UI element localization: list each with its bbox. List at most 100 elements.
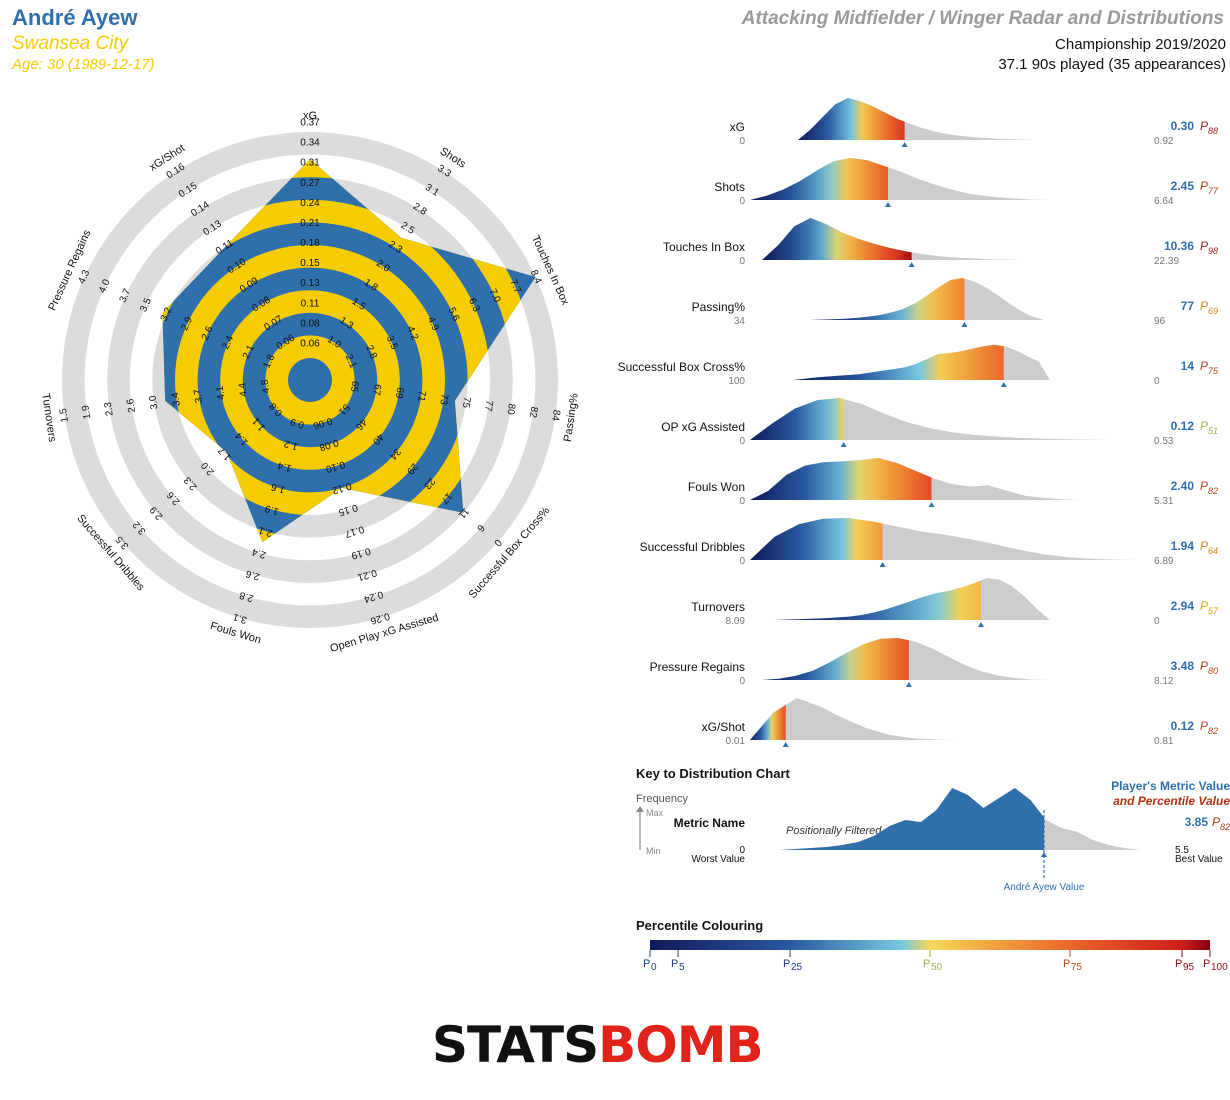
distribution-filled — [762, 218, 912, 260]
radar-tick-label: 0.08 — [318, 437, 340, 453]
distribution-value: 2.45 — [1171, 179, 1195, 193]
radar-tick-label: 0.19 — [350, 545, 372, 561]
radar-center-dot — [288, 358, 332, 402]
radar-tick-label: 0.27 — [300, 178, 320, 189]
key-max-label: Max — [646, 808, 664, 818]
radar-tick-label: 2.4 — [220, 334, 236, 352]
radar-tick-label: 2.1 — [241, 343, 257, 361]
radar-tick-label: 4.8 — [259, 378, 272, 394]
key-best-value-label: Best Value — [1175, 854, 1223, 865]
radar-tick-label: 3.1 — [231, 611, 248, 626]
distribution-max-label: 6.89 — [1154, 556, 1174, 567]
distribution-value: 0.12 — [1171, 719, 1195, 733]
distribution-marker — [908, 262, 915, 267]
distribution-max-label: 0 — [1154, 376, 1160, 387]
distribution-value: 77 — [1181, 299, 1195, 313]
distribution-min-label: 0 — [739, 676, 745, 687]
distribution-metric-label: Fouls Won — [688, 480, 745, 494]
radar-tick-label: 0.21 — [300, 218, 320, 229]
distribution-max-label: 22.39 — [1154, 256, 1179, 267]
distribution-min-label: 0 — [739, 436, 745, 447]
key-worst-value-label: Worst Value — [691, 854, 745, 865]
distribution-max-label: 6.64 — [1154, 196, 1174, 207]
distribution-percentile: 69 — [1208, 306, 1218, 316]
radar-tick-label: 3.7 — [192, 388, 205, 404]
radar-tick-label: 75 — [460, 396, 473, 409]
key-value-caption: André Ayew Value — [1004, 882, 1085, 893]
distribution-min-label: 0.01 — [726, 736, 746, 747]
distribution-filled — [793, 344, 1004, 380]
radar-tick-label: 4.9 — [425, 315, 441, 333]
logo-text-stats: STATS — [432, 1016, 599, 1074]
team-name: Swansea City — [12, 33, 129, 54]
distribution-marker — [840, 442, 847, 447]
distribution-metric-label: Shots — [714, 180, 745, 194]
radar-tick-label: 1.8 — [261, 352, 277, 370]
radar-tick-label: 71 — [415, 390, 428, 403]
key-example-p: P — [1212, 815, 1220, 829]
radar-tick-label: 1.5 — [58, 407, 71, 423]
distribution-min-label: 0 — [739, 256, 745, 267]
percentile-mark-p: P — [643, 958, 650, 970]
key-example-value: 3.85 — [1185, 815, 1209, 829]
radar-tick-label: 8.4 — [528, 268, 544, 286]
key-metric-name: Metric Name — [674, 816, 746, 830]
distribution-metric-label: Passing% — [692, 300, 746, 314]
distribution-marker — [879, 562, 886, 567]
distribution-value: 10.36 — [1164, 239, 1194, 253]
distribution-filled — [750, 704, 786, 740]
distribution-marker — [1000, 382, 1007, 387]
key-title: Key to Distribution Chart — [636, 766, 791, 781]
radar-tick-label: 2.3 — [103, 401, 116, 417]
competition-label: Championship 2019/2020 — [1055, 36, 1226, 53]
distribution-filled — [762, 638, 909, 680]
percentile-mark: 100 — [1211, 962, 1228, 973]
radar-tick-label: 3.0 — [148, 394, 161, 410]
radar-axis-label: Fouls Won — [209, 620, 263, 646]
radar-tick-label: 0.12 — [330, 480, 352, 496]
percentile-mark: 0 — [651, 962, 657, 973]
radar-tick-label: 69 — [393, 386, 406, 399]
radar-tick-label: 2.4 — [251, 546, 268, 561]
radar-tick-label: 6 — [474, 522, 486, 534]
distribution-min-label: 0 — [739, 556, 745, 567]
radar-tick-label: 0.17 — [343, 523, 365, 539]
radar-tick-label: 73 — [437, 393, 450, 406]
distribution-max-label: 0.53 — [1154, 436, 1174, 447]
distribution-value: 0.12 — [1171, 419, 1195, 433]
radar-tick-label: 1.9 — [80, 404, 93, 420]
distribution-percentile: 75 — [1208, 366, 1219, 376]
logo-text-bomb: BOMB — [598, 1016, 763, 1074]
distribution-max-label: 0 — [1154, 616, 1160, 627]
key-min-label: Min — [646, 846, 661, 856]
radar-axis-label: Turnovers — [39, 392, 58, 443]
distribution-metric-label: Successful Box Cross% — [618, 360, 746, 374]
distribution-metric-label: OP xG Assisted — [661, 420, 745, 434]
distribution-min-label: 0 — [739, 136, 745, 147]
radar-tick-label: 0.26 — [369, 610, 391, 626]
radar-tick-label: 1.9 — [263, 502, 280, 517]
distribution-background — [750, 698, 960, 740]
distribution-filled — [774, 580, 981, 620]
key-positionally-filtered: Positionally Filtered — [786, 825, 882, 837]
key-player-metric-label: Player's Metric Value — [1111, 779, 1230, 793]
percentile-gradient-bar — [650, 940, 1210, 950]
distribution-marker — [978, 622, 984, 627]
distribution-percentile-p: P — [1200, 119, 1208, 133]
radar-tick-label: 0.24 — [300, 198, 320, 209]
radar-tick-label: 2.6 — [200, 324, 216, 342]
distribution-filled — [750, 158, 888, 200]
distribution-min-label: 100 — [728, 376, 745, 387]
key-distribution-filled — [780, 788, 1044, 850]
distribution-max-label: 96 — [1154, 316, 1166, 327]
distribution-percentile: 98 — [1208, 246, 1218, 256]
distribution-marker — [782, 742, 789, 747]
percentile-mark: 50 — [931, 962, 943, 973]
distribution-percentile: 88 — [1208, 126, 1218, 136]
key-frequency-label: Frequency — [636, 793, 688, 805]
distribution-percentile-p: P — [1200, 419, 1208, 433]
radar-tick-label: 0.18 — [300, 238, 320, 249]
percentile-mark: 25 — [791, 962, 803, 973]
statsbomb-logo: STATSBOMB — [432, 1020, 764, 1070]
